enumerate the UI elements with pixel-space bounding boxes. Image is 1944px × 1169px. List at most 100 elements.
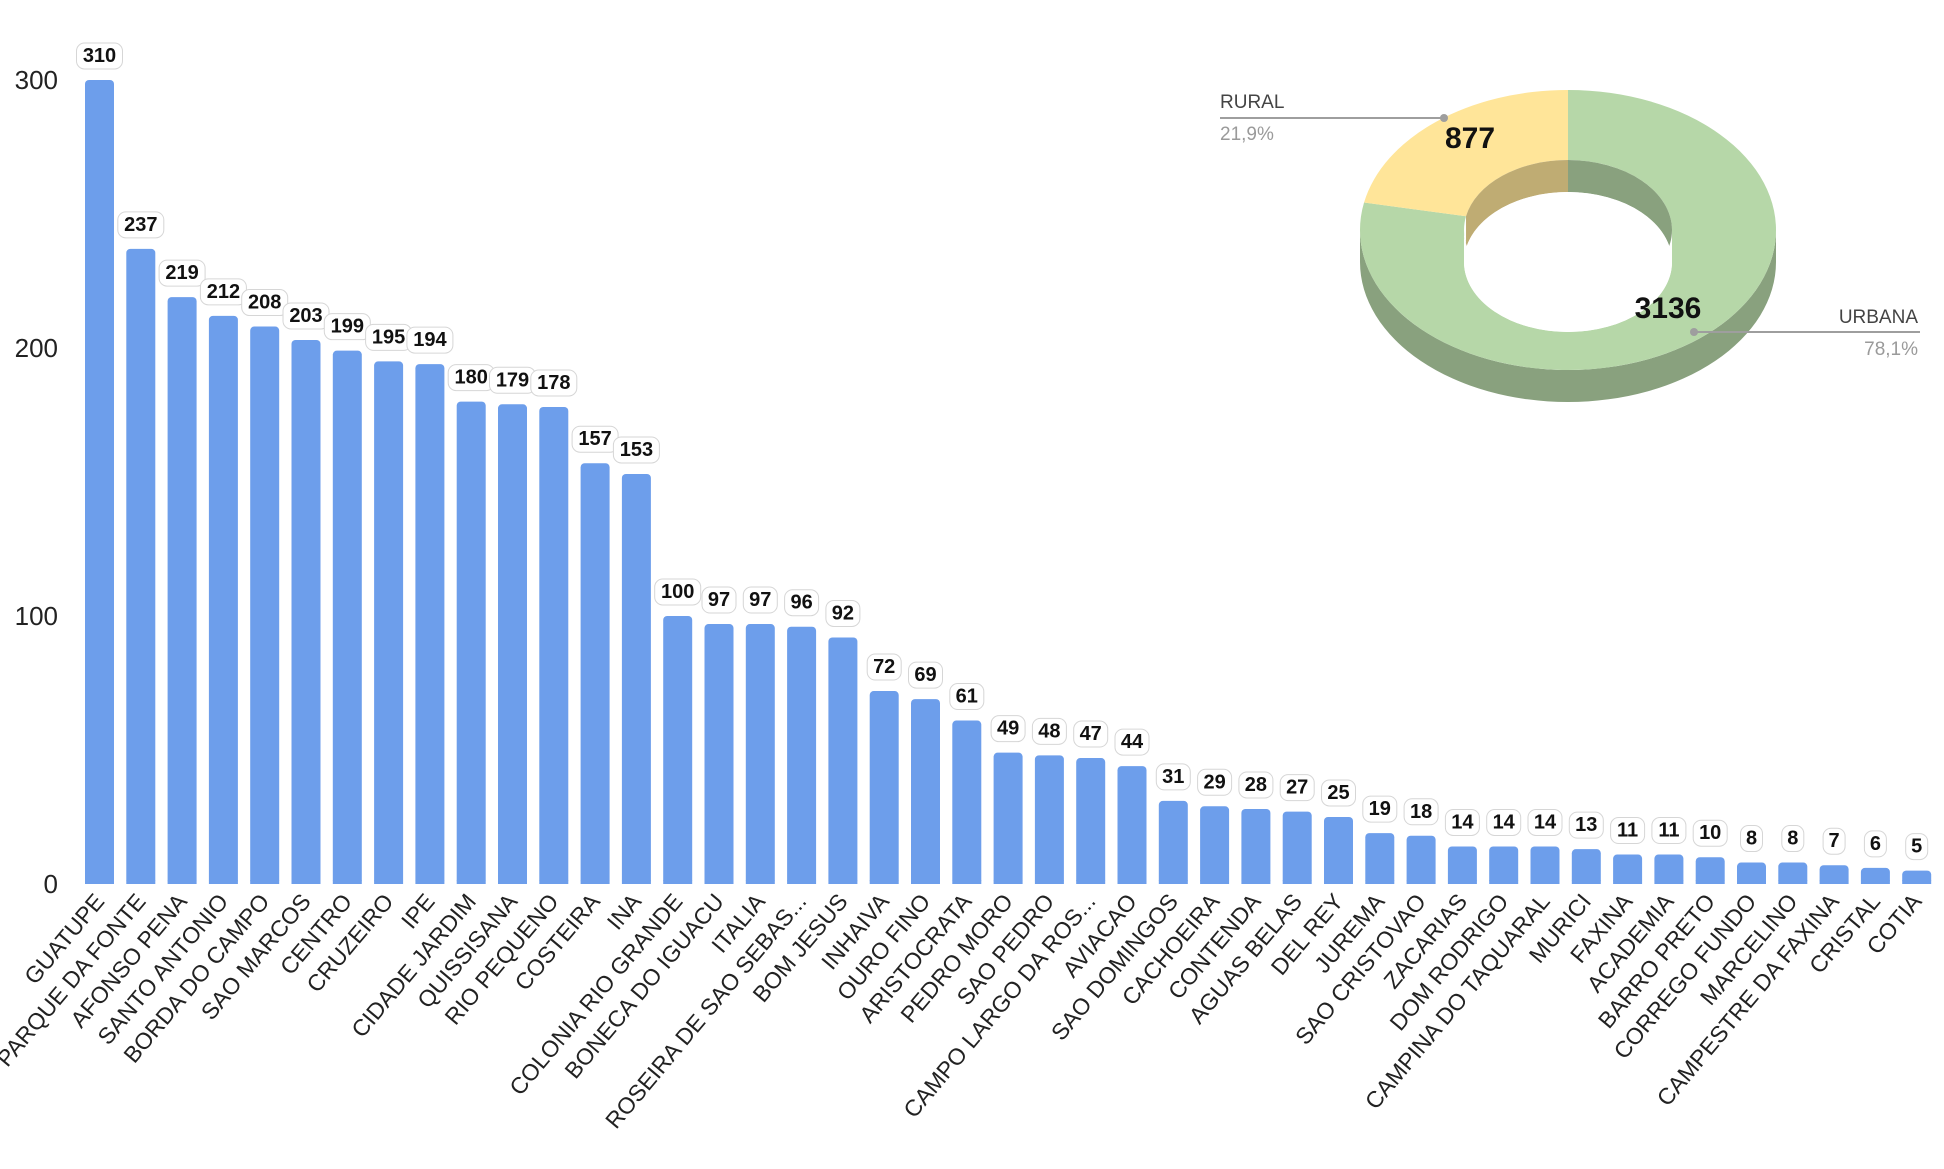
bar-base xyxy=(1034,880,1064,884)
bar-value-label: 11 xyxy=(1658,820,1679,842)
donut-inner-wall-urbana xyxy=(1568,160,1672,262)
bar-value-label: 8 xyxy=(1787,828,1798,850)
bar-value-label: 11 xyxy=(1617,820,1638,842)
bar-value-badge xyxy=(241,289,289,317)
bar-value-label: 153 xyxy=(620,439,653,461)
bar-value-badge xyxy=(1527,808,1563,836)
bar-value-badge xyxy=(1155,763,1191,791)
bar-value-badge xyxy=(1822,827,1846,855)
bar-base xyxy=(828,880,858,884)
bar-base xyxy=(1737,880,1766,884)
bar-value-label: 14 xyxy=(1493,811,1516,833)
bar-base xyxy=(250,880,280,884)
bar-base xyxy=(539,880,569,884)
bar-base xyxy=(952,880,982,884)
bar-base xyxy=(869,880,899,884)
donut-percent-rural: 21,9% xyxy=(1220,124,1274,145)
bar xyxy=(332,350,362,884)
bar-value-label: 180 xyxy=(455,367,488,389)
bar xyxy=(539,406,569,884)
bar-base xyxy=(993,880,1023,884)
bar-value-badge xyxy=(1610,817,1646,845)
bar xyxy=(1819,865,1849,884)
bar-value-badge xyxy=(1073,720,1109,748)
bar-value-label: 199 xyxy=(331,316,364,338)
bar-value-label: 5 xyxy=(1911,836,1922,858)
bar-value-label: 48 xyxy=(1038,720,1060,742)
bar-series xyxy=(85,80,1932,885)
bar-value-label: 219 xyxy=(165,262,198,284)
bar-value-label: 212 xyxy=(207,281,240,303)
bar-base xyxy=(1282,880,1312,884)
bar-value-badge xyxy=(158,259,206,287)
bar-value-label: 10 xyxy=(1699,822,1721,844)
bar-value-badge xyxy=(117,211,165,239)
bar xyxy=(415,364,445,885)
bar-value-label: 157 xyxy=(578,428,611,450)
bar-base xyxy=(208,880,238,884)
bar-value-badge xyxy=(76,42,123,70)
bar xyxy=(291,339,321,885)
y-tick-label: 100 xyxy=(15,601,58,631)
donut-value-urbana: 3136 xyxy=(1635,292,1702,325)
bar xyxy=(787,626,817,884)
bar xyxy=(1489,846,1519,884)
bar-base xyxy=(1613,880,1643,884)
bar-value-label: 178 xyxy=(537,372,570,394)
bar-value-badge xyxy=(1279,774,1315,802)
bar-value-label: 61 xyxy=(956,686,978,708)
bar xyxy=(1860,867,1890,884)
bar xyxy=(952,720,982,884)
bar-value-label: 310 xyxy=(83,45,116,67)
bar-value-label: 8 xyxy=(1746,828,1757,850)
donut-chart: 3136 877 RURAL 21,9% URBANA 78,1% xyxy=(1220,90,1920,402)
donut-inner-wall-rural xyxy=(1466,160,1568,249)
bar xyxy=(580,463,610,884)
bar-value-label: 208 xyxy=(248,292,281,314)
bar-base xyxy=(1571,880,1601,884)
bar-value-badge xyxy=(784,589,820,617)
bar-base xyxy=(1365,880,1395,884)
bar-base xyxy=(1447,880,1477,884)
bar-base xyxy=(1158,880,1188,884)
bar-value-label: 195 xyxy=(372,326,405,348)
bar-value-label: 29 xyxy=(1203,771,1225,793)
bar-base xyxy=(291,880,321,884)
bar xyxy=(704,624,734,884)
bar xyxy=(1241,808,1271,884)
bar-value-label: 203 xyxy=(289,305,322,327)
bar xyxy=(993,752,1023,884)
bar-value-label: 100 xyxy=(661,581,694,603)
bar-value-label: 25 xyxy=(1327,782,1349,804)
bar-base xyxy=(1819,880,1849,884)
bar xyxy=(1613,854,1643,884)
bar xyxy=(1654,854,1684,884)
y-tick-label: 200 xyxy=(15,333,58,363)
bar-value-badge xyxy=(1740,825,1763,853)
bar-value-badge xyxy=(654,578,702,606)
bar-value-label: 7 xyxy=(1829,830,1840,852)
bar-value-label: 72 xyxy=(873,656,895,678)
bar-base xyxy=(1902,880,1932,884)
bar-value-badge xyxy=(1031,717,1067,745)
bar-value-label: 92 xyxy=(832,602,854,624)
bar xyxy=(1530,846,1560,884)
bar xyxy=(1034,755,1064,884)
bar-value-badge xyxy=(406,326,454,354)
bar-value-badge xyxy=(866,653,902,681)
bar xyxy=(869,691,899,884)
bar-value-badge xyxy=(1651,817,1687,845)
bar-value-badge xyxy=(701,586,737,614)
bar xyxy=(1737,862,1766,884)
donut-slice-rural xyxy=(1364,90,1568,217)
bar-value-label: 31 xyxy=(1162,766,1184,788)
donut-label-rural: RURAL xyxy=(1220,92,1284,113)
bar-value-label: 194 xyxy=(413,329,447,351)
bar-value-badge xyxy=(1781,825,1805,853)
bar-value-label: 69 xyxy=(914,664,936,686)
bar-base xyxy=(745,880,775,884)
bar xyxy=(167,297,197,885)
donut-label-urbana: URBANA xyxy=(1839,307,1919,328)
donut-value-rural: 877 xyxy=(1445,122,1495,155)
